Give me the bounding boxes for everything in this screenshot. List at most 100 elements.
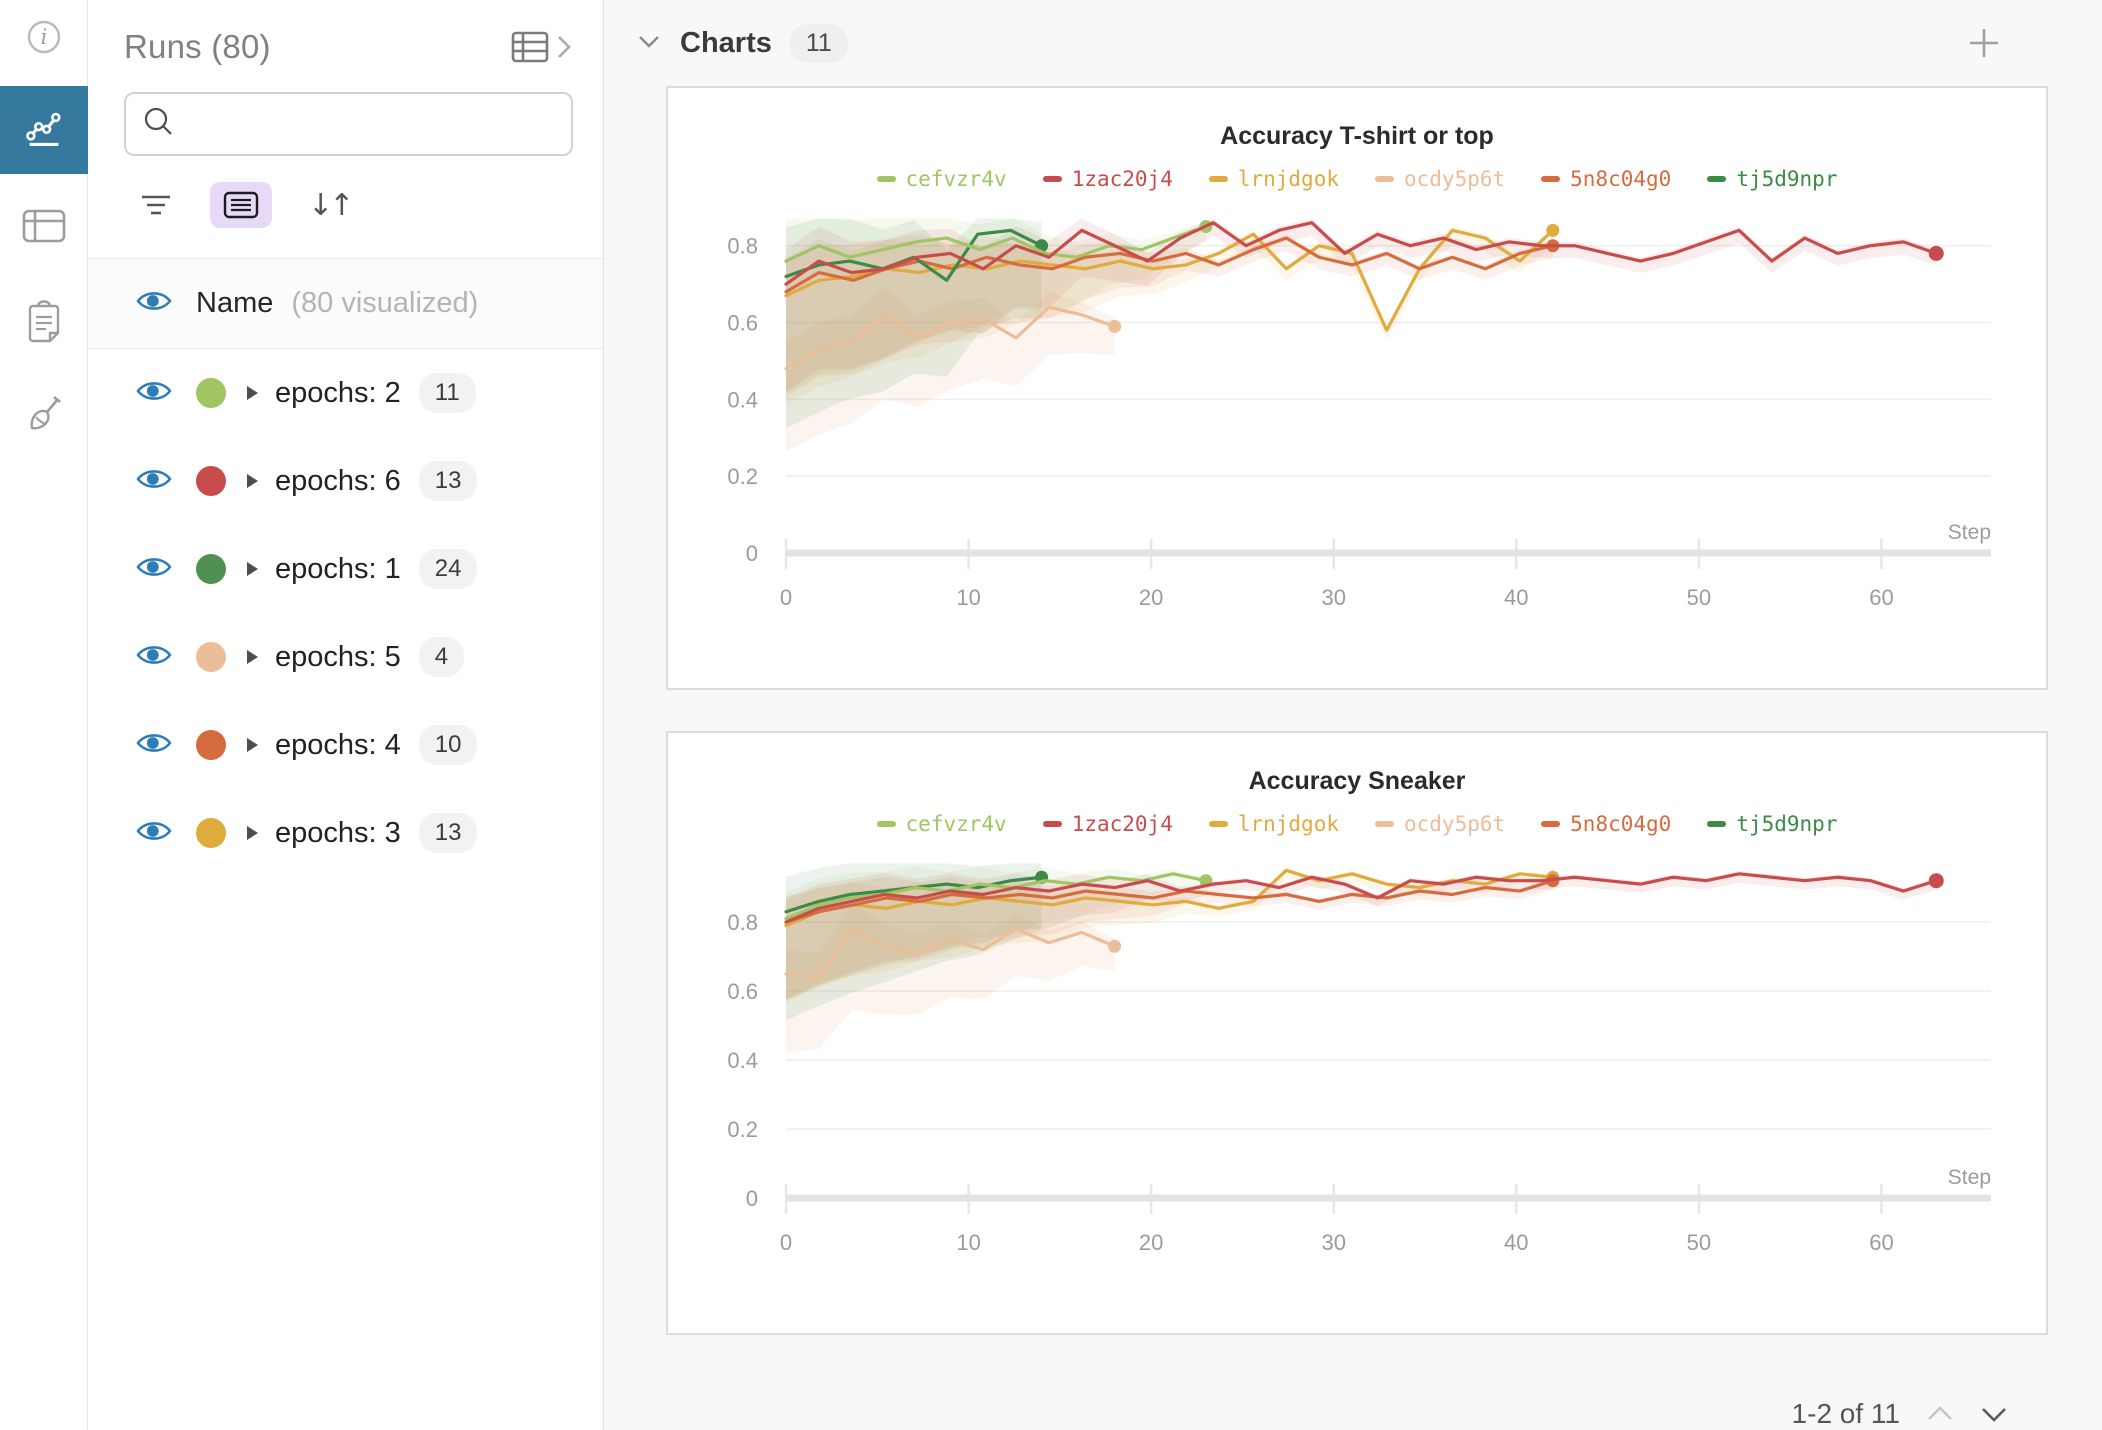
svg-text:0: 0 [780, 1230, 792, 1255]
nav-item-table[interactable] [0, 190, 88, 268]
run-group-count-badge: 11 [418, 373, 476, 413]
nav-item-info[interactable]: i [0, 0, 88, 78]
legend-swatch [1707, 821, 1727, 827]
svg-text:20: 20 [1139, 1230, 1163, 1255]
legend-swatch [876, 176, 896, 182]
svg-text:30: 30 [1321, 585, 1345, 610]
charts-collapse-chevron[interactable] [636, 31, 662, 56]
legend-swatch [1541, 176, 1561, 182]
chevron-up-icon [1928, 1406, 1952, 1420]
legend-run-name: cefvzr4v [905, 812, 1007, 836]
legend-run-name: cefvzr4v [905, 167, 1007, 191]
run-group-label: epochs: 1 [275, 552, 401, 585]
filter-button[interactable] [138, 192, 174, 218]
legend-item: cefvzr4v [876, 812, 1007, 836]
svg-text:0.8: 0.8 [727, 910, 758, 935]
run-group-label: epochs: 4 [275, 728, 401, 761]
line-chart-icon [23, 107, 65, 154]
svg-text:Step: Step [1948, 1166, 1991, 1189]
legend-run-name: tj5d9npr [1736, 812, 1838, 836]
run-search-input[interactable] [188, 110, 555, 138]
nav-item-notes[interactable] [0, 284, 88, 362]
visibility-eye-icon[interactable] [136, 288, 172, 319]
run-group-row[interactable]: epochs: 5 4 [88, 613, 603, 701]
legend-swatch [1707, 176, 1727, 182]
legend-item: 1zac20j4 [1042, 167, 1173, 191]
run-color-dot [196, 642, 226, 672]
chart-canvas[interactable]: 0 0.2 0.4 0.6 0.8 0 10 20 30 40 50 60 Step [668, 836, 2043, 1304]
caret-right-icon[interactable] [246, 649, 259, 665]
run-search-box [124, 92, 573, 156]
legend-swatch [1042, 821, 1062, 827]
run-group-row[interactable]: epochs: 6 13 [88, 437, 603, 525]
expand-runs-table-button[interactable] [511, 30, 573, 64]
legend-swatch [1208, 176, 1228, 182]
legend-item: ocdy5p6t [1375, 812, 1505, 836]
chevron-down-icon [1982, 1408, 2006, 1422]
visibility-eye-icon[interactable] [136, 818, 172, 849]
svg-text:60: 60 [1869, 1230, 1893, 1255]
caret-right-icon[interactable] [246, 473, 259, 489]
legend-run-name: 5n8c04g0 [1570, 812, 1672, 836]
caret-right-icon[interactable] [246, 561, 259, 577]
run-group-label: epochs: 6 [275, 464, 401, 497]
caret-right-icon[interactable] [246, 385, 259, 401]
runs-panel: Runs (80) ↓↑ Name (80 visualized) [88, 0, 604, 1430]
run-group-count-badge: 13 [418, 813, 478, 853]
run-group-row[interactable]: epochs: 2 11 [88, 349, 603, 437]
chart-panel[interactable]: Accuracy Sneaker cefvzr4v 1zac20j4 lrnjd… [666, 731, 2048, 1335]
charts-section-title: Charts [680, 26, 772, 59]
plus-icon [1970, 29, 1998, 57]
svg-text:40: 40 [1504, 585, 1528, 610]
run-group-row[interactable]: epochs: 3 13 [88, 789, 603, 877]
chart-title: Accuracy T-shirt or top [1220, 122, 1494, 150]
sort-button[interactable]: ↓↑ [308, 188, 354, 223]
caret-right-icon[interactable] [246, 737, 259, 753]
chart-canvas[interactable]: 0 0.2 0.4 0.6 0.8 0 10 20 30 40 50 60 Step [668, 191, 2043, 659]
nav-item-charts[interactable] [0, 86, 88, 174]
clipboard-icon [25, 299, 63, 348]
run-group-row[interactable]: epochs: 4 10 [88, 701, 603, 789]
visibility-eye-icon[interactable] [136, 466, 172, 497]
legend-run-name: 1zac20j4 [1071, 812, 1173, 836]
add-panel-button[interactable] [1966, 25, 2002, 61]
legend-item: ocdy5p6t [1375, 167, 1505, 191]
run-color-dot [196, 554, 226, 584]
svg-text:Step: Step [1948, 521, 1991, 544]
svg-text:0.2: 0.2 [727, 1117, 758, 1142]
name-column-label: Name [196, 287, 274, 319]
group-list-button[interactable] [210, 182, 272, 228]
visibility-eye-icon[interactable] [136, 642, 172, 673]
legend-run-name: ocdy5p6t [1404, 812, 1506, 836]
legend-swatch [876, 821, 896, 827]
pagination-next-button[interactable] [1980, 1403, 2008, 1425]
caret-right-icon[interactable] [246, 825, 259, 841]
pagination-prev-button[interactable] [1926, 1403, 1954, 1425]
charts-count-badge: 11 [789, 23, 848, 63]
svg-text:40: 40 [1504, 1230, 1528, 1255]
pagination-label: 1-2 of 11 [1791, 1398, 1900, 1429]
svg-text:20: 20 [1139, 585, 1163, 610]
svg-text:50: 50 [1687, 1230, 1711, 1255]
legend-item: lrnjdgok [1208, 167, 1339, 191]
visibility-eye-icon[interactable] [136, 554, 172, 585]
runs-table-icon [511, 31, 549, 63]
visibility-eye-icon[interactable] [136, 730, 172, 761]
visibility-eye-icon[interactable] [136, 378, 172, 409]
svg-text:10: 10 [956, 585, 980, 610]
legend-item: 5n8c04g0 [1541, 812, 1671, 836]
svg-text:0.8: 0.8 [727, 234, 758, 259]
svg-text:i: i [40, 25, 47, 49]
run-color-dot [196, 730, 226, 760]
svg-text:0.4: 0.4 [727, 1048, 758, 1073]
svg-text:0: 0 [780, 585, 792, 610]
chart-panel[interactable]: Accuracy T-shirt or top cefvzr4v 1zac20j… [666, 86, 2048, 690]
list-view-icon [223, 191, 259, 219]
run-group-label: epochs: 2 [275, 376, 401, 409]
run-group-count-badge: 10 [418, 725, 478, 765]
run-group-row[interactable]: epochs: 1 24 [88, 525, 603, 613]
chart-panels: Accuracy T-shirt or top cefvzr4v 1zac20j… [632, 86, 2048, 1376]
legend-item: tj5d9npr [1707, 812, 1837, 836]
run-group-label: epochs: 3 [275, 816, 401, 849]
nav-item-sweep[interactable] [0, 378, 88, 456]
